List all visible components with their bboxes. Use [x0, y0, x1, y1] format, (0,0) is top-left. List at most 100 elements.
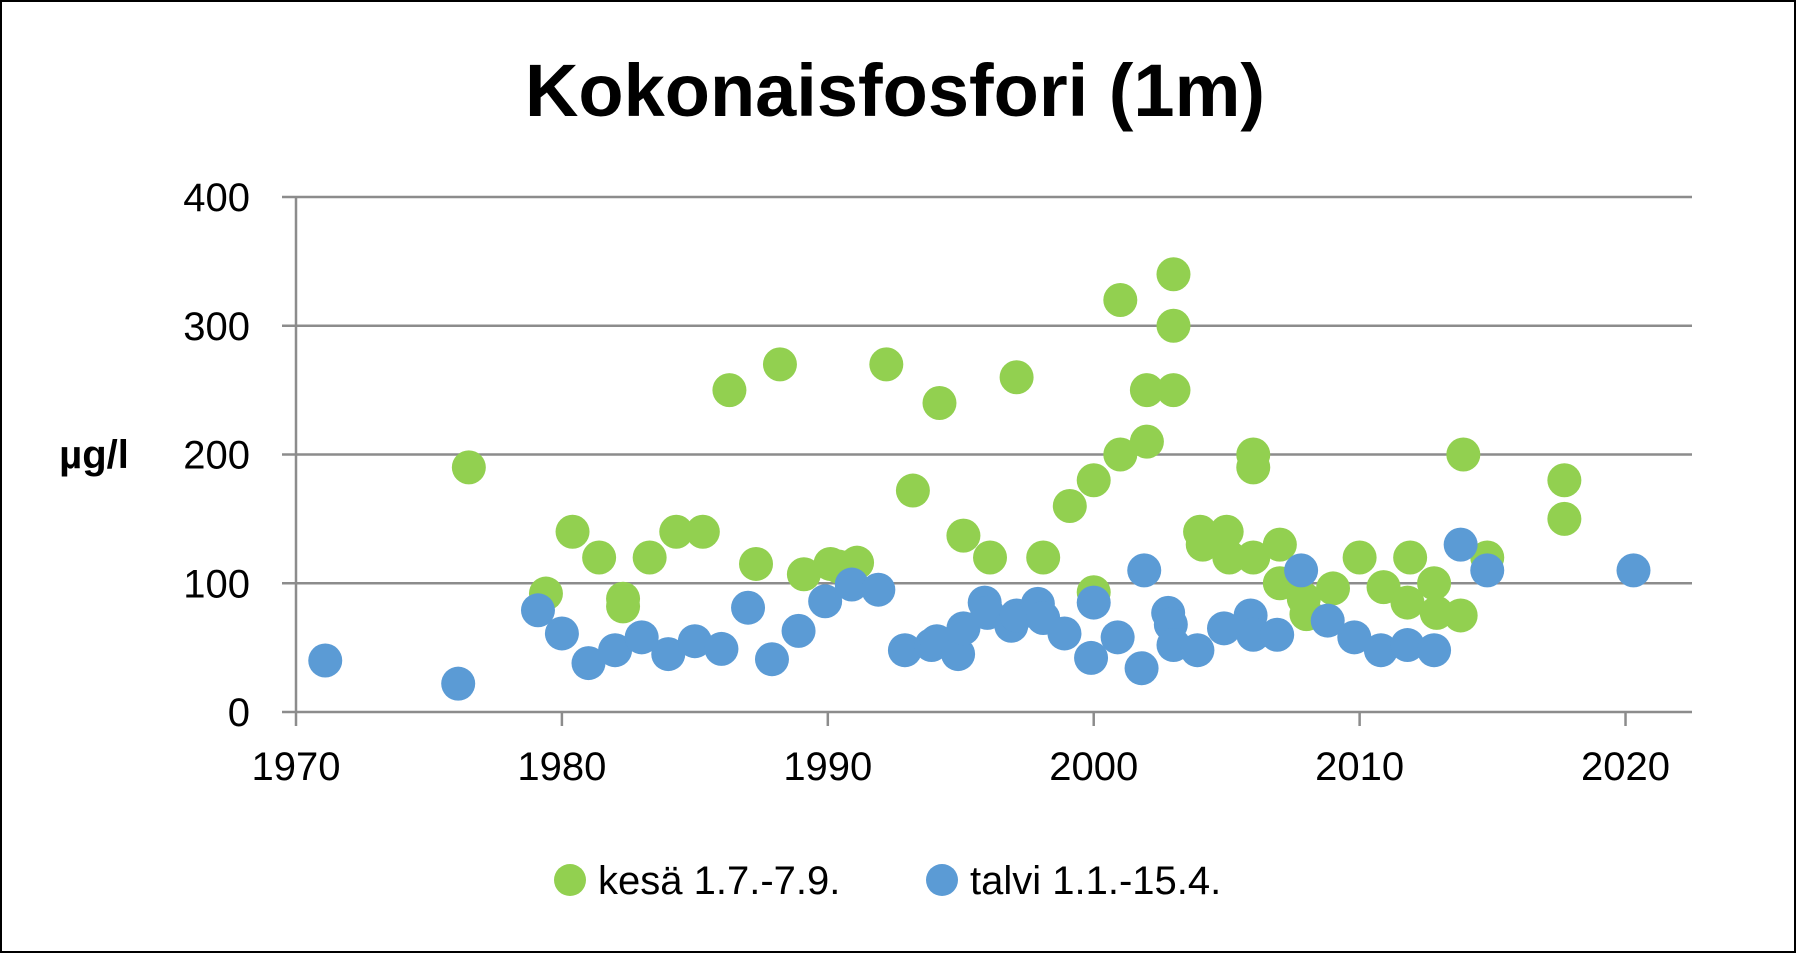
data-point-series-1	[786, 557, 821, 592]
x-tick-label: 2000	[1049, 745, 1138, 789]
data-point-series-2	[1616, 553, 1651, 588]
data-point-series-1	[659, 514, 694, 549]
x-tick-label: 2010	[1315, 745, 1404, 789]
data-points	[308, 257, 1651, 701]
data-point-series-2	[598, 633, 633, 668]
data-point-series-1	[946, 518, 981, 553]
data-point-series-1	[1236, 540, 1271, 575]
data-point-series-1	[712, 373, 747, 408]
data-point-series-1	[1547, 463, 1582, 498]
data-point-series-1	[1103, 283, 1138, 317]
data-point-series-1	[1052, 489, 1087, 523]
data-point-series-1	[1103, 437, 1138, 472]
y-tick-label: 100	[183, 562, 250, 606]
data-point-series-2	[651, 637, 686, 672]
data-point-series-1	[999, 360, 1034, 395]
legend-marker-series-2	[926, 864, 958, 896]
data-point-series-1	[1316, 571, 1351, 606]
data-point-series-2	[1074, 640, 1109, 675]
data-point-series-2	[520, 593, 555, 628]
x-tick-label: 1980	[517, 745, 606, 789]
data-point-series-1	[1209, 514, 1244, 549]
data-point-series-2	[887, 633, 922, 668]
data-point-series-1	[1156, 308, 1191, 343]
data-point-series-1	[922, 386, 957, 420]
data-point-series-2	[1076, 585, 1111, 620]
legend: kesä 1.7.-7.9. talvi 1.1.-15.4.	[554, 859, 1221, 903]
axes	[282, 195, 1692, 726]
data-point-series-1	[1262, 527, 1297, 562]
data-point-series-1	[1443, 598, 1478, 633]
data-point-series-2	[1443, 527, 1478, 562]
data-point-series-2	[941, 637, 976, 672]
data-point-series-2	[731, 590, 766, 625]
x-tick-label: 1970	[252, 745, 341, 789]
data-point-series-1	[451, 450, 486, 485]
y-tick-label: 0	[228, 691, 250, 735]
data-point-series-2	[1363, 633, 1398, 668]
data-point-series-1	[973, 540, 1008, 575]
data-point-series-2	[1470, 553, 1505, 588]
data-point-series-2	[1207, 611, 1242, 646]
tick-labels: 0 100 200 300 400 1970 1980 1990 2000 2010 2020	[183, 176, 1670, 789]
data-point-series-2	[1284, 553, 1319, 588]
chart-title: Kokonaisfosfori (1m)	[525, 49, 1265, 132]
data-point-series-1	[1156, 373, 1191, 408]
data-point-series-1	[1236, 450, 1271, 485]
data-point-series-1	[555, 514, 590, 549]
data-point-series-2	[754, 642, 789, 677]
data-point-series-2	[677, 624, 712, 659]
y-axis-label: µg/l	[59, 433, 129, 477]
data-point-series-2	[704, 631, 739, 666]
x-tick-label: 2020	[1581, 745, 1670, 789]
legend-label-series-1: kesä 1.7.-7.9.	[598, 859, 840, 903]
y-tick-label: 200	[183, 434, 250, 478]
gridlines	[296, 195, 1692, 585]
legend-marker-series-1	[554, 864, 586, 896]
data-point-series-2	[1100, 620, 1135, 655]
data-point-series-1	[1342, 540, 1377, 575]
data-point-series-1	[1129, 424, 1164, 459]
data-point-series-1	[1390, 585, 1425, 620]
data-point-series-2	[1127, 553, 1162, 588]
data-point-series-2	[544, 616, 579, 651]
data-point-series-1	[1076, 463, 1111, 498]
data-point-series-2	[441, 666, 476, 701]
data-point-series-1	[685, 514, 720, 549]
data-point-series-1	[895, 473, 930, 508]
data-point-series-2	[1310, 603, 1345, 638]
data-point-series-1	[1446, 437, 1481, 472]
data-point-series-2	[1124, 651, 1159, 686]
data-point-series-1	[1026, 540, 1061, 575]
data-point-series-1	[1393, 540, 1428, 575]
data-point-series-2	[1417, 633, 1452, 668]
data-point-series-2	[1337, 620, 1372, 655]
data-point-series-1	[582, 540, 617, 575]
y-tick-label: 300	[183, 305, 250, 349]
data-point-series-1	[632, 540, 667, 575]
data-point-series-2	[571, 646, 606, 681]
data-point-series-2	[1260, 617, 1295, 652]
data-point-series-1	[1417, 566, 1452, 601]
data-point-series-2	[1180, 633, 1215, 668]
data-point-series-1	[762, 347, 797, 382]
data-point-series-2	[1390, 628, 1425, 663]
y-tick-label: 400	[183, 176, 250, 220]
data-point-series-2	[1236, 617, 1271, 652]
data-point-series-2	[808, 584, 843, 619]
data-point-series-1	[606, 589, 641, 624]
data-point-series-2	[1047, 616, 1082, 651]
data-point-series-2	[834, 567, 869, 602]
data-point-series-1	[1156, 257, 1191, 292]
data-point-series-1	[869, 347, 904, 382]
data-point-series-1	[1129, 373, 1164, 408]
x-tick-label: 1990	[783, 745, 872, 789]
data-point-series-1	[1212, 540, 1247, 575]
data-point-series-2	[781, 613, 816, 648]
legend-label-series-2: talvi 1.1.-15.4.	[970, 859, 1221, 903]
data-point-series-2	[308, 643, 343, 678]
data-point-series-2	[624, 620, 659, 655]
data-point-series-1	[1547, 501, 1582, 536]
